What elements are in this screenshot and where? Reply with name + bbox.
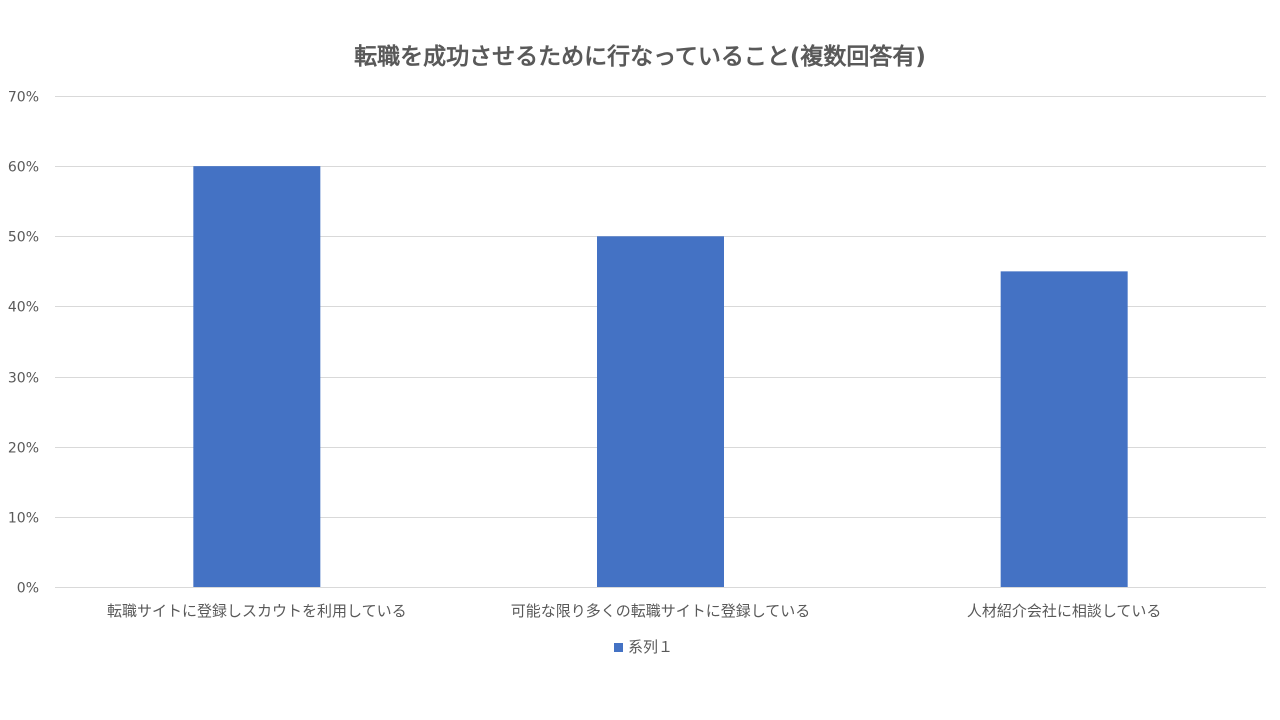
x-category-label: 可能な限り多くの転職サイトに登録している xyxy=(511,602,811,620)
chart-title: 転職を成功させるために行なっていること(複数回答有) xyxy=(354,43,926,70)
x-category-label: 転職サイトに登録しスカウトを利用している xyxy=(107,602,407,620)
bars xyxy=(193,166,1128,588)
y-tick-label: 30% xyxy=(8,371,39,387)
legend-label: 系列１ xyxy=(628,638,673,656)
legend-swatch xyxy=(614,643,623,652)
y-tick-label: 10% xyxy=(8,511,39,527)
y-tick-label: 60% xyxy=(8,160,39,176)
y-axis-ticks: 0% 10% 20% 30% 40% 50% 60% 70% xyxy=(8,90,39,597)
bar xyxy=(597,236,724,588)
bar xyxy=(1000,271,1128,587)
x-axis-labels: 転職サイトに登録しスカウトを利用している 可能な限り多くの転職サイトに登録している… xyxy=(107,602,1161,620)
bar xyxy=(193,166,321,587)
legend: 系列１ xyxy=(614,638,673,656)
y-tick-label: 50% xyxy=(8,230,39,246)
x-category-label: 人材紹介会社に相談している xyxy=(967,602,1162,620)
y-tick-label: 0% xyxy=(17,581,39,597)
y-tick-label: 40% xyxy=(8,300,39,316)
y-tick-label: 70% xyxy=(8,90,39,106)
y-tick-label: 20% xyxy=(8,441,39,457)
